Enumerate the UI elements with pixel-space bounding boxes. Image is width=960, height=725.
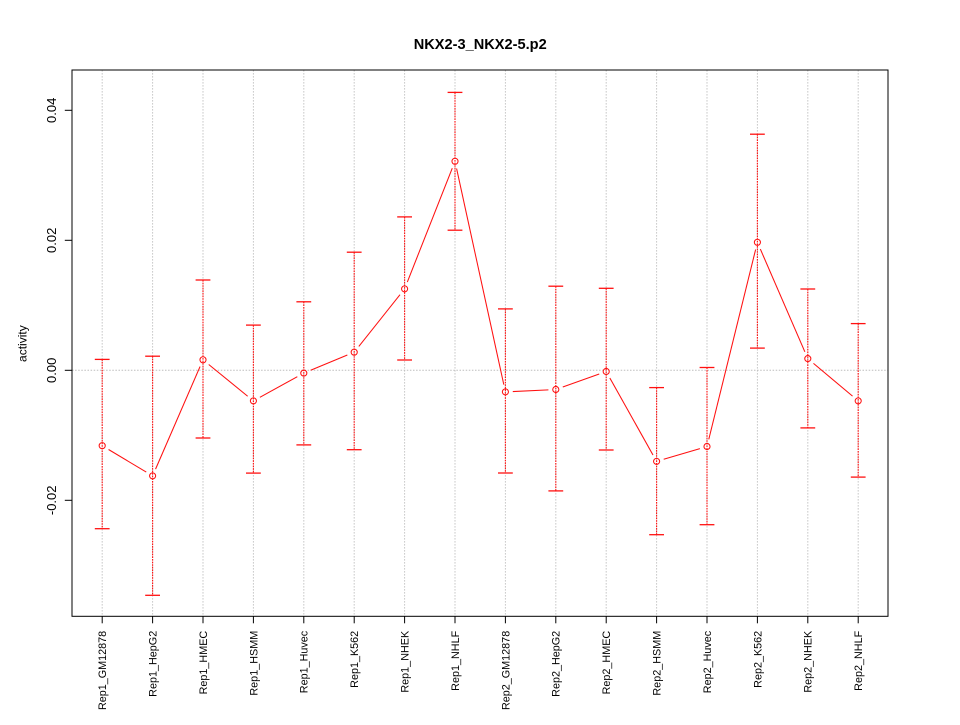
svg-text:activity: activity: [16, 325, 30, 362]
svg-text:Rep2_NHEK: Rep2_NHEK: [803, 630, 815, 693]
svg-text:Rep1_HSMM: Rep1_HSMM: [248, 631, 260, 696]
svg-text:Rep1_HMEC: Rep1_HMEC: [198, 631, 210, 695]
svg-text:Rep1_GM12878: Rep1_GM12878: [97, 631, 109, 710]
svg-text:Rep2_K562: Rep2_K562: [752, 631, 764, 688]
svg-text:0.04: 0.04: [44, 98, 59, 123]
svg-text:-0.02: -0.02: [44, 485, 59, 515]
svg-text:Rep2_HSMM: Rep2_HSMM: [652, 631, 664, 696]
svg-text:0.00: 0.00: [44, 358, 59, 383]
svg-text:Rep2_Huvec: Rep2_Huvec: [702, 630, 714, 693]
svg-text:Rep1_NHLF: Rep1_NHLF: [450, 630, 462, 690]
svg-text:NKX2-3_NKX2-5.p2: NKX2-3_NKX2-5.p2: [414, 37, 547, 53]
svg-text:Rep1_HepG2: Rep1_HepG2: [148, 631, 160, 697]
svg-text:Rep1_NHEK: Rep1_NHEK: [400, 630, 412, 693]
svg-text:Rep2_HMEC: Rep2_HMEC: [601, 631, 613, 695]
svg-text:Rep2_NHLF: Rep2_NHLF: [853, 630, 865, 690]
svg-text:Rep2_GM12878: Rep2_GM12878: [500, 631, 512, 710]
svg-text:Rep2_HepG2: Rep2_HepG2: [551, 631, 563, 697]
svg-text:Rep1_Huvec: Rep1_Huvec: [299, 630, 311, 693]
svg-text:0.02: 0.02: [44, 228, 59, 253]
svg-text:Rep1_K562: Rep1_K562: [349, 631, 361, 688]
